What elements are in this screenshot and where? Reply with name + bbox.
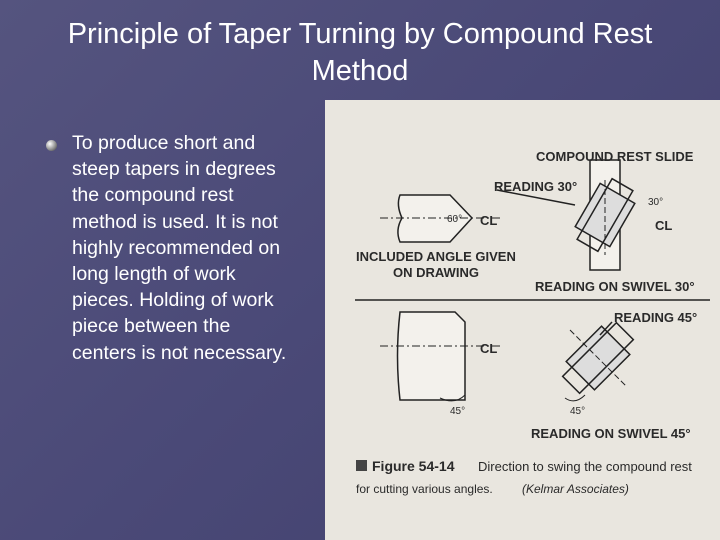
label: 60° xyxy=(447,214,462,225)
label: READING ON SWIVEL 45° xyxy=(531,426,691,441)
label: COMPOUND REST SLIDE xyxy=(536,149,694,164)
bullet-text: To produce short and steep tapers in deg… xyxy=(72,132,287,364)
caption-text: for cutting various angles. xyxy=(356,482,493,496)
caption-text: Direction to swing the compound rest xyxy=(478,459,692,474)
label: INCLUDED ANGLE GIVEN xyxy=(356,249,516,264)
label: CL xyxy=(655,218,672,233)
slide-title: Principle of Taper Turning by Compound R… xyxy=(67,18,653,87)
label: CL xyxy=(480,213,497,228)
caption-marker xyxy=(356,460,367,471)
label: 30° xyxy=(648,197,663,208)
figure-drawing xyxy=(355,159,710,402)
label: READING 45° xyxy=(614,310,697,325)
caption-number: Figure 54-14 xyxy=(372,458,455,474)
figure-background xyxy=(325,100,720,540)
caption-credit: (Kelmar Associates) xyxy=(522,482,629,496)
bullet-icon xyxy=(46,140,57,151)
label: 45° xyxy=(450,406,465,417)
label: 45° xyxy=(570,406,585,417)
label: ON DRAWING xyxy=(393,265,479,280)
label: READING 30° xyxy=(494,179,577,194)
label: READING ON SWIVEL 30° xyxy=(535,279,695,294)
label: CL xyxy=(480,341,497,356)
